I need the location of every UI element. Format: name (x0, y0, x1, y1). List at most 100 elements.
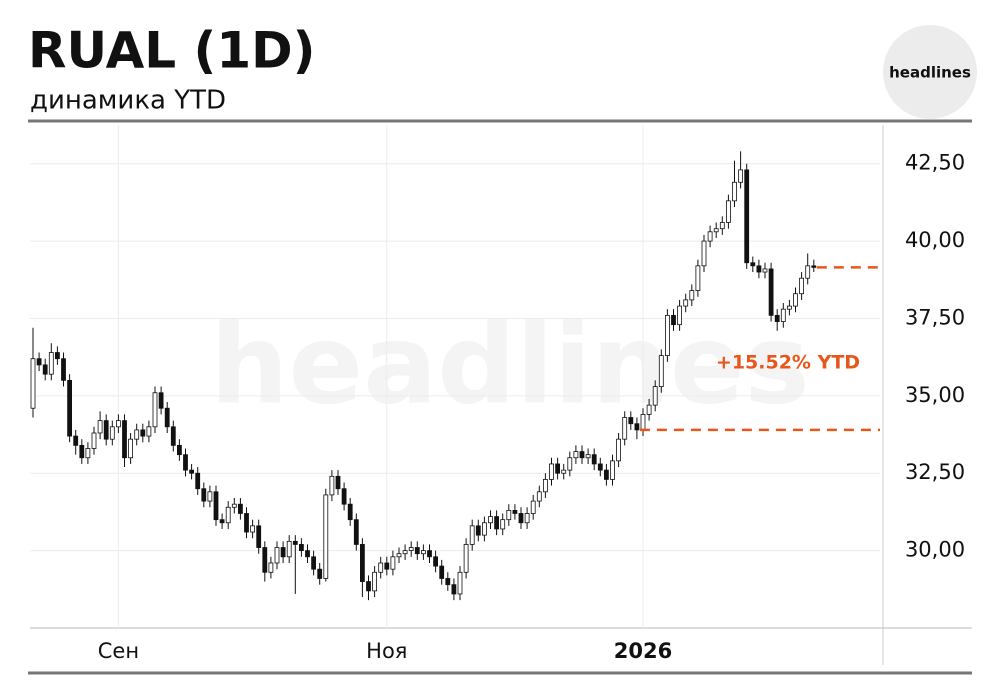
candle-body (805, 265, 811, 279)
candle-body (555, 463, 560, 474)
candle-body (146, 426, 152, 437)
candle-body (512, 509, 518, 514)
x-tick-label: 2026 (614, 639, 672, 663)
candle-body (433, 556, 439, 567)
candle-body (732, 181, 737, 202)
y-tick-label: 35,00 (905, 383, 965, 407)
watermark: headlines (210, 300, 810, 428)
candle-body (506, 509, 512, 521)
candle-body (579, 451, 585, 459)
candle-body (689, 290, 695, 301)
candle-body (30, 358, 36, 409)
candle-body (774, 314, 780, 322)
candle-body (353, 519, 359, 545)
candle-body (231, 503, 237, 508)
candle-body (713, 228, 719, 233)
candle-body (298, 544, 304, 552)
candle-body (701, 240, 707, 267)
candle-body (463, 544, 469, 573)
candle-body (292, 540, 298, 545)
candle-body (640, 414, 646, 431)
candle-body (738, 169, 743, 183)
candle-body (347, 503, 353, 521)
candle-body (768, 268, 774, 316)
candle-body (677, 305, 682, 326)
candle-body (201, 488, 207, 502)
candle-body (549, 463, 554, 480)
candle-body (744, 169, 750, 264)
candle-body (628, 417, 634, 425)
candle-body (475, 525, 481, 536)
candle-body (36, 358, 42, 366)
candle-body (671, 314, 676, 326)
candle-body (73, 435, 79, 446)
candle-body (359, 544, 365, 582)
candle-body (793, 293, 798, 307)
candle-body (408, 547, 414, 552)
candle-body (213, 491, 219, 521)
chart-subtitle: динамика YTD (30, 86, 226, 116)
candle-body (707, 231, 713, 242)
candle-body (268, 562, 274, 573)
candle-body (103, 420, 109, 440)
candle-body (97, 420, 103, 434)
candle-body (183, 454, 188, 471)
candle-body (262, 547, 268, 573)
candle-body (561, 469, 567, 474)
candle-body (140, 429, 146, 437)
candle-body (500, 519, 506, 530)
candle-body (414, 547, 420, 555)
candle-body (280, 547, 286, 558)
candle-body (122, 420, 127, 459)
y-tick-label: 42,50 (905, 151, 965, 175)
y-tick-label: 30,00 (905, 538, 965, 562)
candle-body (799, 277, 804, 295)
x-tick-label: Сен (98, 639, 139, 663)
candle-body (457, 571, 463, 595)
candle-body (488, 516, 493, 524)
candle-body (42, 364, 48, 375)
candle-body (811, 265, 817, 268)
candle-body (683, 299, 689, 307)
candle-body (622, 417, 628, 440)
candle-body (780, 308, 786, 322)
candle-body (585, 454, 591, 459)
chart-title: RUAL (1D) (28, 22, 316, 80)
candle-body (469, 525, 475, 545)
candle-body (109, 426, 115, 440)
candle-body (341, 488, 347, 505)
candle-body (207, 491, 213, 502)
candle-body (323, 494, 329, 579)
candle-body (256, 525, 262, 548)
logo[interactable]: headlines (889, 64, 971, 82)
candle-body (329, 475, 335, 496)
candle-body (573, 451, 579, 459)
candle-body (79, 444, 85, 459)
candle-body (762, 268, 768, 273)
candle-body (61, 358, 66, 381)
candle-body (439, 565, 445, 579)
logo-circle (883, 25, 977, 119)
x-tick-label: Ноя (366, 639, 407, 663)
candle-body (787, 305, 792, 310)
y-tick-label: 37,50 (905, 305, 965, 329)
candle-body (750, 262, 756, 267)
candle-body (658, 355, 664, 387)
candle-body (402, 550, 408, 555)
candle-body (634, 423, 640, 431)
candle-body (48, 352, 54, 375)
candle-body (384, 562, 390, 570)
annotation: +15.52% YTD (716, 352, 860, 374)
candle-body (543, 479, 548, 493)
candle-body (530, 500, 536, 514)
candle-body (286, 540, 292, 558)
candle-body (665, 314, 670, 357)
candle-body (604, 469, 609, 480)
candle-body (305, 550, 310, 558)
candle-body (372, 571, 378, 592)
candle-body (695, 265, 701, 292)
candle-body (524, 513, 530, 524)
candle-body (67, 379, 72, 437)
candle-body (91, 432, 97, 449)
